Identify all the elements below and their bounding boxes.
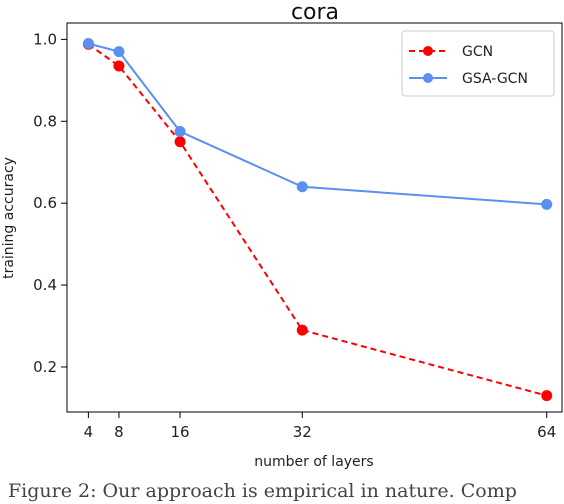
figure-caption: Figure 2: Our approach is empirical in n… [8, 480, 517, 502]
legend-gsa-gcn-label: GSA-GCN [462, 71, 528, 87]
gcn-point [296, 324, 308, 336]
gcn-point [113, 60, 125, 72]
plot-frame [66, 22, 563, 413]
legend-gcn-marker [423, 46, 433, 56]
y-tick-label: 0.4 [33, 276, 57, 294]
x-tick-label: 32 [293, 423, 312, 441]
x-axis-label: number of layers [254, 454, 373, 470]
gsa-gcn-point [113, 46, 125, 58]
x-axis: 4 8 16 32 64 [84, 412, 556, 441]
legend-gsa-gcn-marker [423, 73, 433, 83]
y-tick-label: 0.6 [33, 194, 57, 212]
gsa-gcn-point [174, 126, 186, 138]
gsa-gcn-point [296, 181, 308, 193]
legend-box [401, 30, 555, 97]
x-tick-label: 16 [171, 423, 190, 441]
x-tick-label: 4 [84, 423, 94, 441]
x-tick-label: 64 [537, 423, 556, 441]
gcn-line [87, 43, 547, 397]
gcn-point [541, 390, 553, 402]
y-tick-label: 0.8 [33, 112, 57, 130]
chart-title: cora [291, 0, 339, 25]
gcn-point [174, 136, 186, 148]
y-tick-label: 0.2 [33, 358, 57, 376]
legend-gcn-label: GCN [462, 44, 493, 60]
y-axis-label: training accuracy [1, 157, 17, 279]
y-tick-label: 1.0 [33, 30, 57, 48]
gsa-gcn-point [82, 37, 94, 49]
y-axis: 0.2 0.4 0.6 0.8 1.0 [33, 30, 67, 376]
legend: GCN GSA-GCN [401, 30, 555, 97]
plot-marks [82, 37, 553, 402]
gsa-gcn-point [541, 198, 553, 210]
x-tick-label: 8 [114, 423, 124, 441]
